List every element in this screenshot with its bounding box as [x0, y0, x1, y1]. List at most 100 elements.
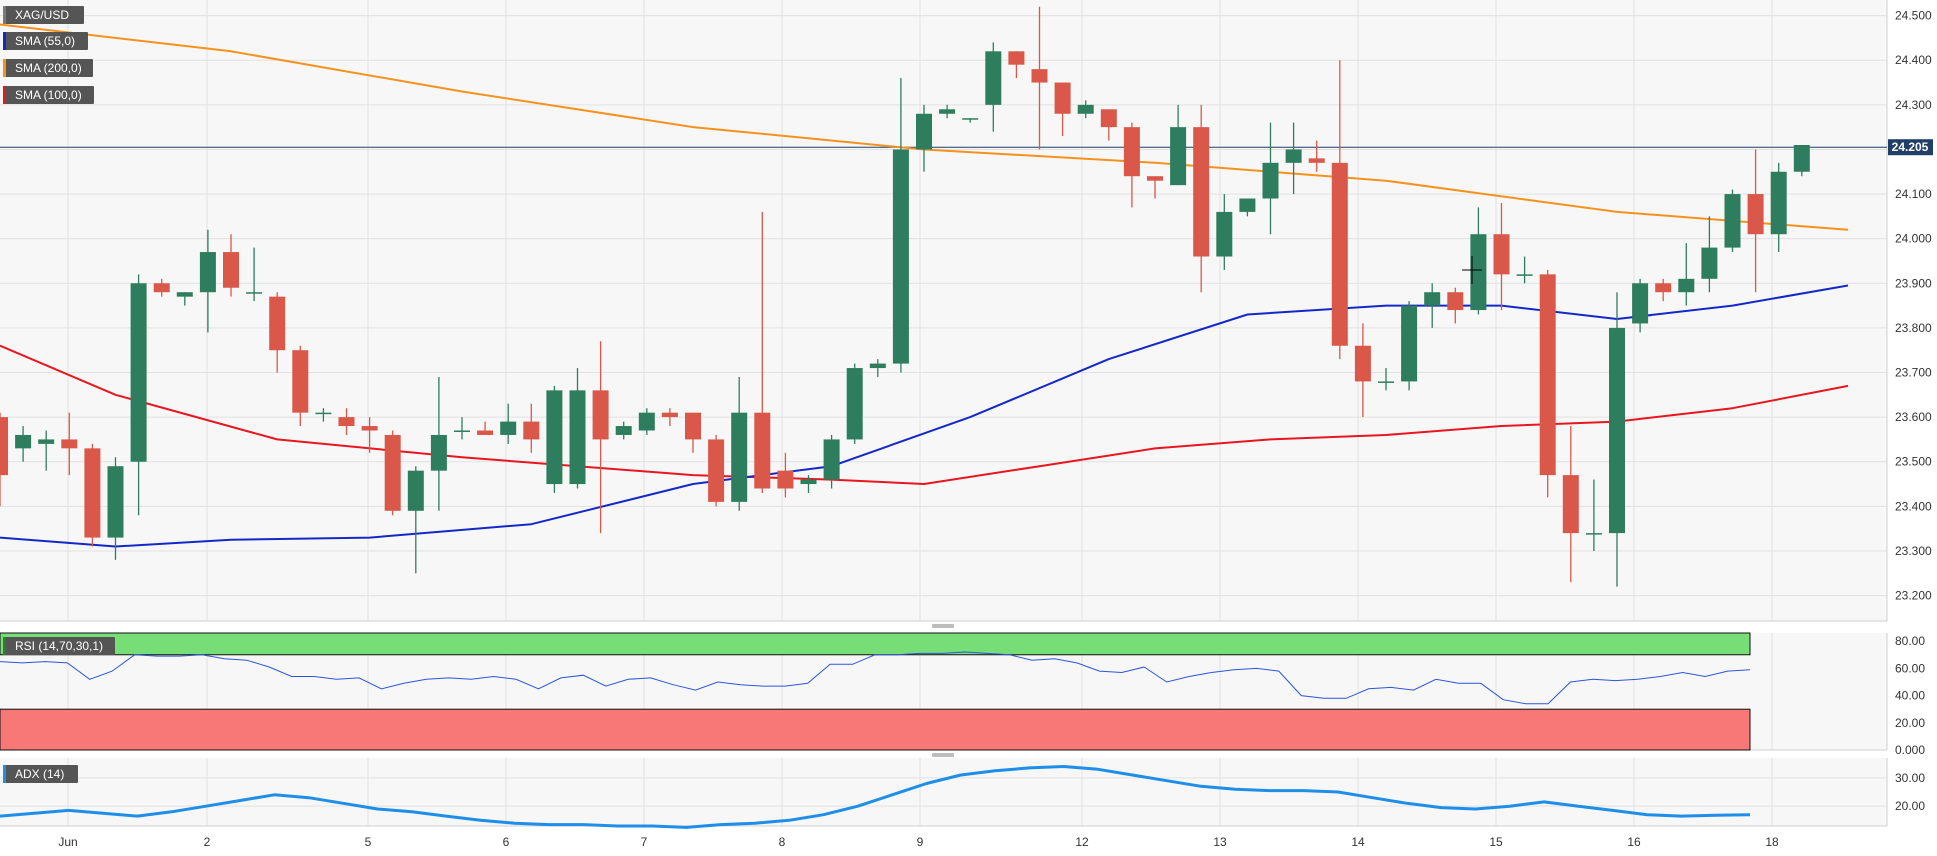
x-tick-label: 12	[1075, 835, 1089, 849]
sma200-legend-text: SMA (200,0)	[15, 61, 82, 75]
candle	[315, 408, 332, 422]
candle	[1147, 176, 1163, 199]
rsi-legend-box	[3, 637, 115, 655]
sma55-legend-swatch	[3, 32, 6, 50]
candle	[1585, 479, 1602, 551]
x-tick-label: 13	[1213, 835, 1227, 849]
rsi-legend-text: RSI (14,70,30,1)	[15, 639, 103, 653]
candle-body	[939, 109, 956, 114]
candle	[269, 292, 286, 373]
candle	[962, 118, 979, 123]
sma100-legend: SMA (100,0)	[3, 86, 94, 104]
price-y-tick-label: 23.800	[1895, 321, 1932, 335]
candle	[1516, 256, 1533, 284]
candle	[1401, 301, 1418, 391]
candle-body	[1724, 194, 1741, 248]
candle-body	[569, 390, 586, 485]
symbol-legend-swatch	[3, 6, 6, 24]
rsi-legend: RSI (14,70,30,1)	[3, 637, 115, 655]
candle-body	[153, 283, 170, 293]
price-y-tick-label: 24.300	[1895, 98, 1932, 112]
rsi-legend-swatch	[3, 637, 6, 655]
candle-body	[384, 434, 401, 511]
price-y-tick-label: 23.900	[1895, 276, 1932, 290]
symbol-legend: XAG/USD	[3, 6, 84, 24]
candle	[454, 417, 470, 440]
candle-body	[615, 426, 632, 435]
rsi-y-tick-label: 20.00	[1895, 716, 1925, 730]
candle-body	[592, 390, 609, 440]
symbol-legend-text: XAG/USD	[15, 8, 69, 22]
candle-body	[1678, 278, 1695, 293]
candles	[0, 6, 1810, 587]
candle-body	[199, 252, 216, 293]
x-tick-label: 6	[503, 835, 510, 849]
candle-body	[1354, 345, 1371, 382]
candle	[361, 417, 378, 453]
candle-body	[1308, 158, 1325, 163]
adx-y-tick-label: 20.00	[1895, 799, 1925, 813]
candle-body	[500, 421, 517, 435]
x-tick-label: 9	[917, 835, 924, 849]
candle-body	[916, 113, 932, 150]
candle	[939, 104, 956, 119]
candle	[1378, 368, 1394, 391]
candle-body	[107, 466, 124, 538]
candle-body	[962, 118, 979, 120]
candle	[685, 412, 701, 453]
candle	[107, 457, 124, 560]
candle-body	[1632, 283, 1649, 324]
candle-body	[1424, 292, 1441, 306]
candle-body	[638, 412, 655, 431]
candle	[1609, 292, 1625, 587]
candle	[892, 78, 909, 373]
candle-body	[1516, 274, 1533, 276]
candle	[1770, 162, 1787, 253]
candle	[754, 211, 771, 493]
pane-resize-handle	[932, 753, 954, 757]
candle-body	[869, 363, 886, 369]
candle-body	[1770, 171, 1787, 235]
candle	[1655, 278, 1672, 302]
candle	[1493, 202, 1510, 311]
candle	[1724, 189, 1741, 253]
candle	[985, 42, 1002, 132]
candle	[1216, 194, 1233, 270]
candle	[569, 368, 586, 489]
x-tick-label: 18	[1765, 835, 1779, 849]
candle-body	[685, 412, 701, 440]
candle-body	[84, 448, 101, 538]
candle-body	[892, 149, 909, 364]
candle-body	[546, 390, 563, 485]
rsi-y-tick-label: 0.000	[1895, 743, 1925, 757]
candle	[1262, 122, 1279, 235]
candle-body	[1793, 144, 1810, 172]
candle	[1123, 122, 1140, 208]
candle	[1331, 60, 1348, 360]
candle-body	[315, 412, 332, 415]
candle	[800, 475, 817, 493]
candle	[592, 341, 609, 534]
sma100-legend-text: SMA (100,0)	[15, 88, 82, 102]
candle	[1285, 122, 1302, 195]
price-y-tick-label: 23.500	[1895, 455, 1932, 469]
candle-body	[777, 470, 794, 489]
price-y-tick-label: 23.300	[1895, 544, 1932, 558]
candle-body	[1539, 274, 1556, 476]
candle	[1539, 269, 1556, 498]
candle-body	[0, 417, 8, 476]
candle-body	[1331, 162, 1348, 346]
candle-body	[1401, 305, 1418, 382]
price-y-tick-label: 23.200	[1895, 589, 1932, 603]
candle	[1031, 6, 1048, 150]
candle-body	[661, 412, 678, 418]
candle	[1701, 216, 1718, 293]
candle-body	[1701, 247, 1718, 279]
adx-line	[0, 765, 1751, 829]
sma100-legend-swatch	[3, 86, 6, 104]
rsi-line	[0, 651, 1751, 705]
candle-body	[1747, 194, 1764, 235]
adx-y-tick-label: 30.00	[1895, 771, 1925, 785]
candle-body	[1470, 234, 1487, 311]
rsi-overbought-zone	[0, 632, 1751, 656]
